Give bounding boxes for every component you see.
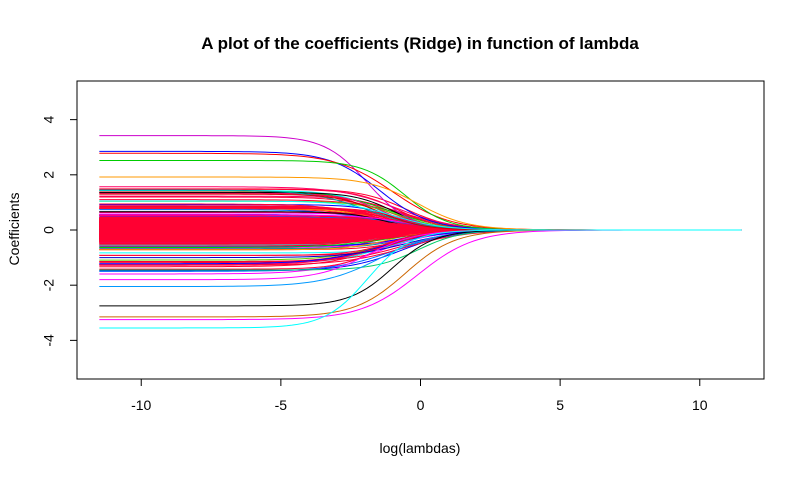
x-axis-label: log(lambdas) xyxy=(380,440,461,456)
y-tick-label: 2 xyxy=(41,171,57,179)
y-tick-label: 0 xyxy=(41,226,57,234)
chart-title: A plot of the coefficients (Ridge) in fu… xyxy=(201,34,639,53)
y-tick-label: -2 xyxy=(41,279,57,292)
coefficient-path xyxy=(99,229,742,329)
x-tick-label: -5 xyxy=(275,397,288,413)
x-tick-label: 5 xyxy=(556,397,564,413)
series-layer xyxy=(99,135,742,329)
y-axis-label: Coefficients xyxy=(6,193,22,266)
x-tick-label: -10 xyxy=(131,397,151,413)
x-tick-label: 10 xyxy=(692,397,708,413)
y-tick-label: 4 xyxy=(41,116,57,124)
y-axis: -4 -2 0 2 4 xyxy=(41,116,77,347)
x-axis: -10 -5 0 5 10 xyxy=(131,379,708,413)
x-tick-label: 0 xyxy=(417,397,425,413)
y-tick-label: -4 xyxy=(41,334,57,347)
